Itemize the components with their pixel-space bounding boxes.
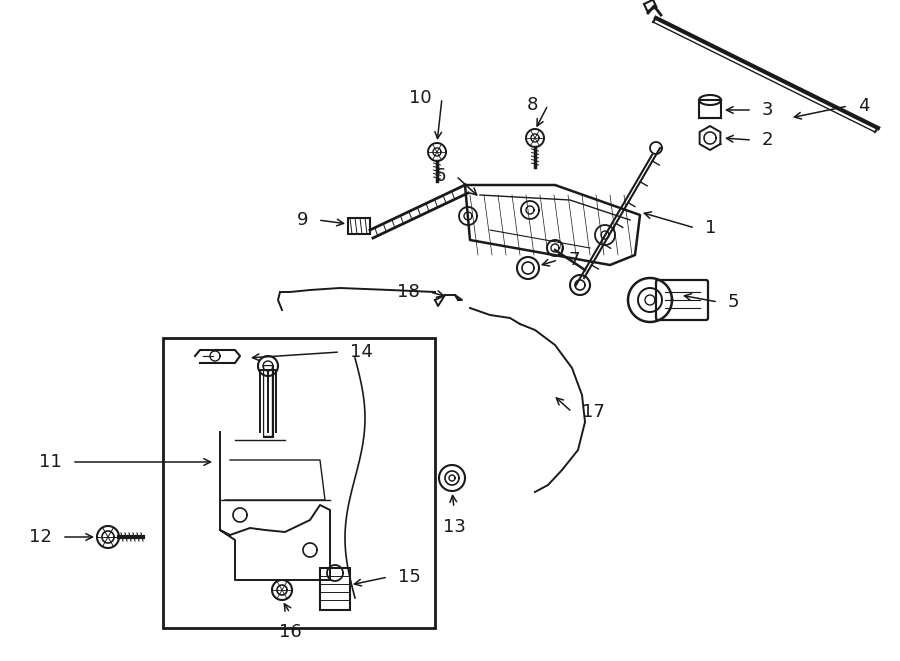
- Bar: [163, 338, 435, 628]
- Text: 3: 3: [762, 101, 773, 119]
- Text: 2: 2: [762, 131, 773, 149]
- Text: 12: 12: [29, 528, 52, 546]
- Bar: [348, 218, 370, 234]
- Text: 10: 10: [410, 89, 432, 107]
- Text: 9: 9: [296, 211, 308, 229]
- Text: 1: 1: [705, 219, 716, 237]
- Text: 6: 6: [435, 167, 446, 185]
- Text: 7: 7: [568, 251, 580, 269]
- Text: 17: 17: [582, 403, 605, 421]
- Text: 11: 11: [40, 453, 62, 471]
- Text: 8: 8: [526, 96, 538, 114]
- Text: 4: 4: [858, 97, 869, 115]
- Text: 5: 5: [728, 293, 740, 311]
- Text: 16: 16: [279, 623, 302, 641]
- Bar: [320, 568, 350, 610]
- Bar: [699, 100, 721, 118]
- Text: 18: 18: [397, 283, 420, 301]
- Text: 13: 13: [443, 518, 465, 536]
- Text: 15: 15: [398, 568, 421, 586]
- Bar: [644, 0, 656, 11]
- Text: 14: 14: [350, 343, 373, 361]
